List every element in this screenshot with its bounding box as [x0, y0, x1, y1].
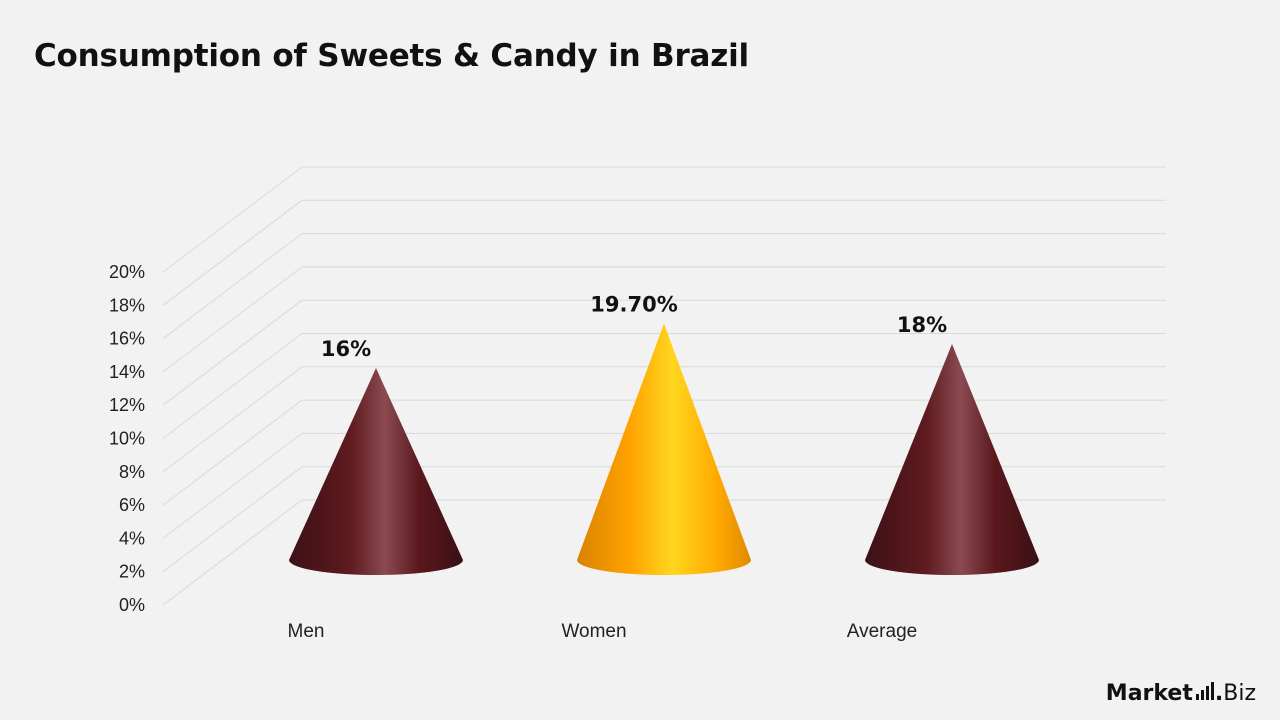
grid-diagonal [162, 399, 303, 506]
y-axis-ticks: 0% 2% 4% 6% 8% 10% 12% 14% 16% 18% 20% [109, 262, 145, 615]
grid-layer [162, 166, 1166, 606]
y-tick-label: 8% [119, 462, 145, 482]
grid-diagonal [162, 499, 303, 606]
y-tick-label: 12% [109, 395, 145, 415]
y-tick-label: 4% [119, 528, 145, 548]
y-tick-label: 10% [109, 429, 145, 449]
data-label: 18% [897, 313, 947, 337]
y-tick-label: 6% [119, 495, 145, 515]
logo-dot: . [1214, 681, 1224, 706]
grid-diagonal [162, 266, 303, 373]
y-tick-label: 0% [119, 595, 145, 615]
y-tick-label: 20% [109, 262, 145, 282]
bar-chart-icon [1195, 682, 1214, 700]
data-label: 19.70% [590, 293, 677, 317]
logo-main: Market [1105, 681, 1193, 706]
grid-diagonal [162, 333, 303, 439]
cone-bar [577, 323, 751, 575]
grid-diagonal [162, 366, 303, 473]
y-tick-label: 18% [109, 295, 145, 315]
cone-bar [865, 344, 1039, 575]
data-label: 16% [321, 337, 371, 361]
grid-diagonal [162, 199, 303, 306]
category-label: Average [847, 621, 917, 642]
marketbiz-logo: Market . Biz [1106, 681, 1256, 706]
grid-diagonal [162, 166, 303, 273]
y-tick-label: 2% [119, 562, 145, 582]
category-label: Women [561, 621, 626, 642]
grid-diagonal [162, 299, 303, 406]
cones-layer [289, 323, 1039, 575]
grid-diagonal [162, 466, 303, 573]
cone-bar [289, 368, 463, 575]
data-labels: 16% 19.70% 18% [321, 293, 947, 361]
chart-title: Consumption of Sweets & Candy in Brazil [34, 38, 749, 74]
logo-suffix: Biz [1223, 681, 1256, 706]
category-labels: Men Women Average [288, 621, 918, 642]
grid-diagonal [162, 433, 303, 539]
y-tick-label: 16% [109, 329, 145, 349]
y-tick-label: 14% [109, 362, 145, 382]
category-label: Men [288, 621, 325, 642]
grid-diagonal [162, 233, 303, 339]
